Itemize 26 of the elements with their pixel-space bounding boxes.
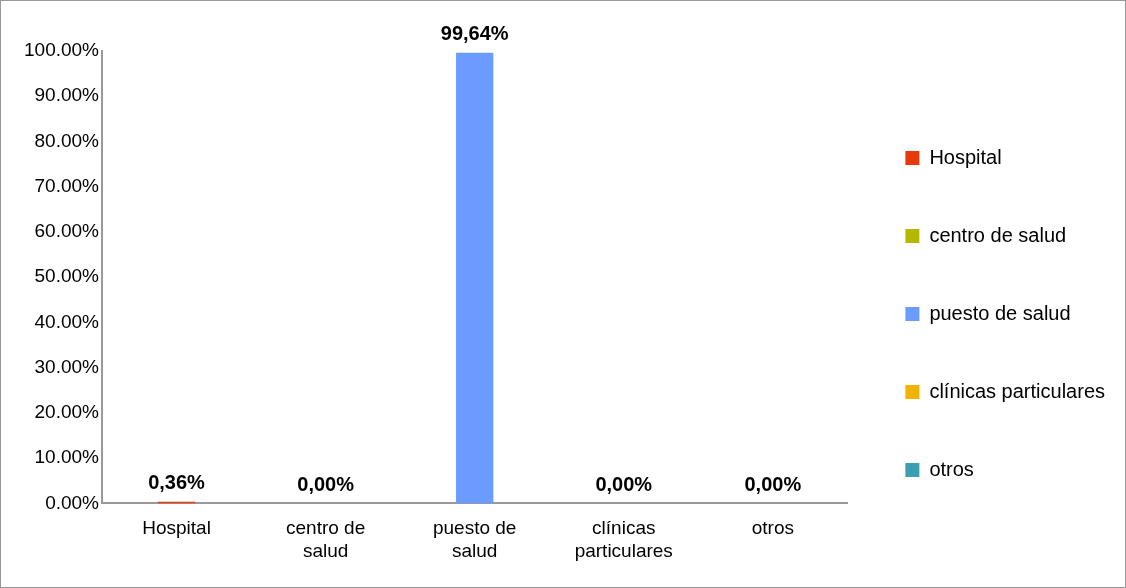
data-label: 99,64% bbox=[440, 22, 509, 45]
data-label: 0,00% bbox=[595, 472, 653, 495]
legend-label: clínicas particulares bbox=[929, 379, 1105, 402]
legend-label: centro de salud bbox=[929, 223, 1067, 246]
y-tick-label: 40.00% bbox=[34, 310, 100, 332]
y-tick-label: 50.00% bbox=[34, 265, 100, 287]
data-label: 0,00% bbox=[744, 472, 802, 495]
y-tick-label: 100.00% bbox=[23, 39, 100, 61]
data-label: 0,00% bbox=[297, 472, 355, 495]
y-tick-label: 90.00% bbox=[34, 84, 100, 106]
data-label: 0,36% bbox=[148, 471, 206, 494]
x-tick-label: clínicas particulares bbox=[574, 517, 673, 561]
x-tick-label: puesto de salud bbox=[432, 517, 517, 561]
y-tick-label: 20.00% bbox=[34, 401, 100, 423]
y-tick-label: 10.00% bbox=[34, 446, 100, 468]
y-tick-label: 30.00% bbox=[34, 355, 100, 377]
x-tick-label: otros bbox=[751, 517, 794, 539]
y-tick-label: 70.00% bbox=[34, 174, 100, 196]
y-tick-label: 60.00% bbox=[34, 220, 100, 242]
x-tick-label: Hospital bbox=[142, 517, 211, 539]
y-tick-label: 0.00% bbox=[45, 491, 100, 513]
legend-label: otros bbox=[929, 457, 974, 480]
legend-label: puesto de salud bbox=[929, 301, 1071, 324]
y-tick-label: 80.00% bbox=[34, 129, 100, 151]
legend-label: Hospital bbox=[929, 145, 1002, 168]
x-tick-label: centro de salud bbox=[286, 517, 366, 561]
